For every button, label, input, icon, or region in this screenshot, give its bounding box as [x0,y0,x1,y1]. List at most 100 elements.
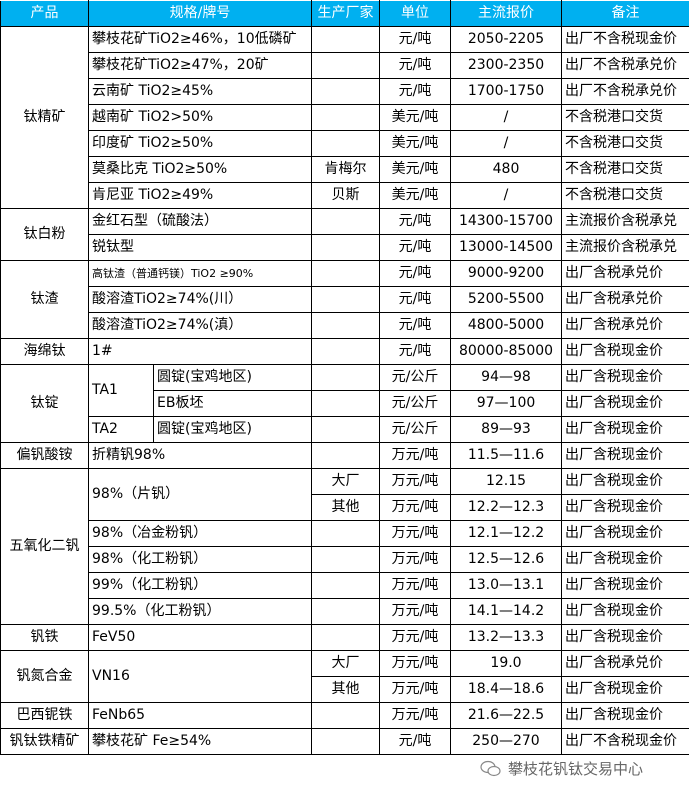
maker-cell [311,390,380,417]
unit-cell: 元/吨 [379,234,451,261]
note-cell: 出厂含税现金价 [561,442,689,469]
product-cell: 钒铁 [0,624,89,651]
price-cell: 4800-5000 [450,312,562,339]
price-cell: 5200-5500 [450,286,562,313]
spec-cell: FeNb65 [88,702,312,729]
table-row: 偏钒酸铵 折精钒98% 万元/吨 11.5—11.6 出厂含税现金价 [0,442,689,469]
table-row: 酸溶渣TiO2≥74%(滇） 元/吨 4800-5000 出厂含税承兑价 [1,312,689,339]
unit-cell: 元/吨 [379,260,451,287]
table-row: 印度矿 TiO2≥50% 美元/吨 / 不含税港口交货 [1,130,689,157]
maker-cell [311,442,380,469]
table-row: 越南矿 TiO2>50% 美元/吨 / 不含税港口交货 [1,104,689,131]
spec-cell: 酸溶渣TiO2≥74%(滇） [88,312,312,339]
product-cell: 钒氮合金 [0,650,89,703]
unit-cell: 元/吨 [379,26,451,53]
table-header: 产品 规格/牌号 生产厂家 单位 主流报价 备注 [0,0,689,27]
maker-cell [311,312,380,339]
spec-cell: 印度矿 TiO2≥50% [88,130,312,157]
note-cell: 不含税港口交货 [561,156,689,183]
table-row: 云南矿 TiO2≥45% 元/吨 1700-1750 出厂不含税承兑价 [1,78,689,105]
spec-cell: 肯尼亚 TiO2≥49% [88,182,312,209]
price-table: 产品 规格/牌号 生产厂家 单位 主流报价 备注 钛精矿 攀枝花矿TiO2≥46%… [0,0,689,755]
note-cell: 出厂含税承兑价 [561,650,689,677]
spec-cell: 高钛渣（普通钙镁）TiO2 ≥90% [88,260,312,287]
product-cell: 钒钛铁精矿 [0,728,89,755]
table-row: 五氧化二钒 98%（片钒） 大厂 万元/吨 12.15 出厂含税现金价 [0,468,689,625]
note-cell: 出厂含税现金价 [561,598,689,625]
note-cell: 出厂不含税现金价 [561,728,689,755]
price-cell: 2300-2350 [450,52,562,79]
price-cell: 19.0 [450,650,562,677]
note-cell: 出厂含税现金价 [561,520,689,547]
unit-cell: 美元/吨 [379,156,451,183]
product-cell: 五氧化二钒 [0,468,89,625]
note-cell: 出厂含税现金价 [561,468,689,495]
table-row: 钒铁 FeV50 万元/吨 13.2—13.3 出厂含税现金价 [0,624,689,651]
maker-cell [311,234,380,261]
table-row: 98%（冶金粉钒） 万元/吨 12.1—12.2 出厂含税现金价 [1,520,689,547]
price-cell: 2050-2205 [450,26,562,53]
unit-cell: 万元/吨 [379,624,451,651]
unit-cell: 元/吨 [379,208,451,235]
unit-cell: 万元/吨 [379,520,451,547]
note-cell: 主流报价含税承兑 [561,208,689,235]
watermark: 攀枝花钒钛交易中心 [480,758,643,779]
table-row: 巴西铌铁 FeNb65 万元/吨 21.6—22.5 出厂含税现金价 [0,702,689,729]
table-row: 攀枝花矿TiO2≥47%，20矿 元/吨 2300-2350 出厂不含税承兑价 [1,52,689,79]
spec-cell: FeV50 [88,624,312,651]
note-cell: 出厂含税现金价 [561,416,689,443]
note-cell: 主流报价含税承兑 [561,234,689,261]
spec-cell: 云南矿 TiO2≥45% [88,78,312,105]
note-cell: 出厂含税现金价 [561,338,689,365]
spec-cell: 99%（化工粉钒） [88,572,312,599]
unit-cell: 万元/吨 [379,598,451,625]
note-cell: 出厂含税承兑价 [561,286,689,313]
header-maker: 生产厂家 [311,0,380,27]
header-spec: 规格/牌号 [88,0,312,27]
note-cell: 出厂不含税现金价 [561,26,689,53]
price-cell: / [450,130,562,157]
product-cell: 偏钒酸铵 [0,442,89,469]
maker-cell [311,702,380,729]
product-cell: 钛白粉 [0,208,89,261]
price-cell: 12.2—12.3 [450,494,562,521]
maker-cell [311,78,380,105]
price-cell: 21.6—22.5 [450,702,562,729]
spec-cell: 攀枝花矿 Fe≥54% [88,728,312,755]
note-cell: 出厂含税现金价 [561,390,689,417]
unit-cell: 万元/吨 [379,702,451,729]
table-row: 钒氮合金 VN16 大厂 万元/吨 19.0 出厂含税承兑价 [0,650,689,703]
product-cell: 巴西铌铁 [0,702,89,729]
spec-cell: VN16 [88,650,312,703]
maker-cell [311,598,380,625]
price-cell: 12.1—12.2 [450,520,562,547]
price-cell: / [450,182,562,209]
maker-cell: 其他 [311,676,380,703]
unit-cell: 美元/吨 [379,182,451,209]
spec-cell: 折精钒98% [88,442,312,469]
unit-cell: 美元/吨 [379,104,451,131]
unit-cell: 万元/吨 [379,572,451,599]
note-cell: 出厂含税承兑价 [561,260,689,287]
watermark-text: 攀枝花钒钛交易中心 [508,760,644,778]
table-row: 钛精矿 攀枝花矿TiO2≥46%，10低磷矿 元/吨 2050-2205 出厂不含税现金… [0,26,689,209]
table-row: 其他 万元/吨 12.2—12.3 出厂含税现金价 [1,494,689,521]
note-cell: 出厂不含税承兑价 [561,52,689,79]
maker-cell [311,130,380,157]
maker-cell [311,624,380,651]
spec-cell: 攀枝花矿TiO2≥46%，10低磷矿 [88,26,312,53]
table-row: 钛锭 TA1 圆锭(宝鸡地区) 元/公斤 94—98 出厂含税现金价 [0,364,689,443]
table-row: 钛渣 高钛渣（普通钙镁）TiO2 ≥90% 元/吨 9000-9200 出厂含税承兑价 [0,260,689,339]
spec-cell: 酸溶渣TiO2≥74%(川） [88,286,312,313]
spec-cell: 1# [88,338,312,365]
spec-cell: 99.5%（化工粉钒） [88,598,312,625]
sub-spec-cell: 圆锭(宝鸡地区) [153,364,312,391]
header-unit: 单位 [379,0,451,27]
price-cell: 9000-9200 [450,260,562,287]
spec-cell: 金红石型（硫酸法） [88,208,312,235]
price-cell: 80000-85000 [450,338,562,365]
table-row: 肯尼亚 TiO2≥49% 贝斯 美元/吨 / 不含税港口交货 [1,182,689,209]
price-cell: 12.5—12.6 [450,546,562,573]
note-cell: 出厂含税现金价 [561,364,689,391]
price-cell: 94—98 [450,364,562,391]
